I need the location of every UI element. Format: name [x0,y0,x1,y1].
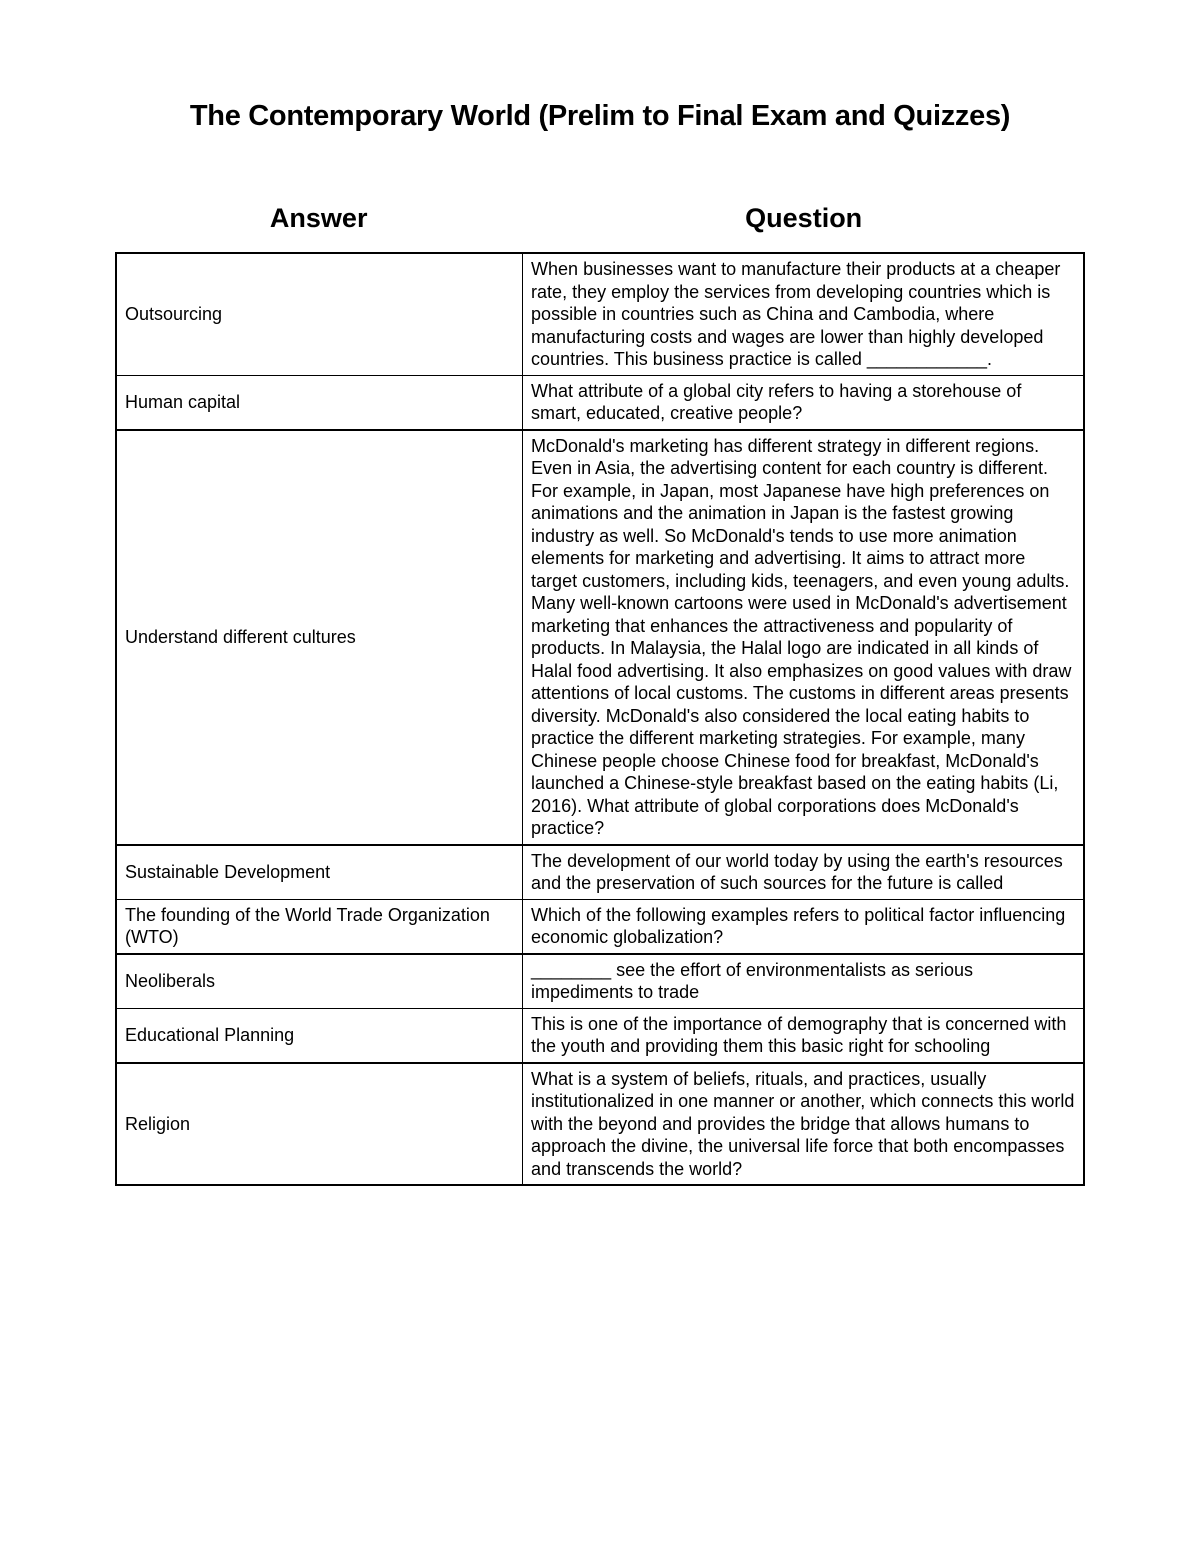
table-row: Understand different cultures McDonald's… [116,430,1084,845]
qa-group: Understand different cultures McDonald's… [116,430,1084,845]
answer-cell: The founding of the World Trade Organiza… [116,899,523,954]
answer-column-header: Answer [115,203,522,234]
answer-cell: Educational Planning [116,1008,523,1063]
table-row: The founding of the World Trade Organiza… [116,899,1084,954]
answer-cell: Neoliberals [116,954,523,1009]
answer-cell: Human capital [116,375,523,430]
question-cell: Which of the following examples refers t… [523,899,1084,954]
table-row: Neoliberals ________ see the effort of e… [116,954,1084,1009]
answer-cell: Understand different cultures [116,430,523,845]
page-title: The Contemporary World (Prelim to Final … [115,100,1085,133]
question-cell: What attribute of a global city refers t… [523,375,1084,430]
question-cell: What is a system of beliefs, rituals, an… [523,1063,1084,1186]
qa-group: Neoliberals ________ see the effort of e… [116,954,1084,1063]
qa-group: Religion What is a system of beliefs, ri… [116,1063,1084,1186]
answer-cell: Outsourcing [116,253,523,375]
qa-group: Outsourcing When businesses want to manu… [116,253,1084,430]
qa-group: Sustainable Development The development … [116,845,1084,954]
table-row: Religion What is a system of beliefs, ri… [116,1063,1084,1186]
question-column-header: Question [522,203,1085,234]
question-cell: When businesses want to manufacture thei… [523,253,1084,375]
table-row: Outsourcing When businesses want to manu… [116,253,1084,375]
table-row: Sustainable Development The development … [116,845,1084,900]
qa-table: Outsourcing When businesses want to manu… [115,252,1085,1186]
table-row: Human capital What attribute of a global… [116,375,1084,430]
question-cell: This is one of the importance of demogra… [523,1008,1084,1063]
question-cell: ________ see the effort of environmental… [523,954,1084,1009]
answer-cell: Religion [116,1063,523,1186]
column-headers-row: Answer Question [115,203,1085,234]
table-row: Educational Planning This is one of the … [116,1008,1084,1063]
answer-cell: Sustainable Development [116,845,523,900]
question-cell: McDonald's marketing has different strat… [523,430,1084,845]
question-cell: The development of our world today by us… [523,845,1084,900]
